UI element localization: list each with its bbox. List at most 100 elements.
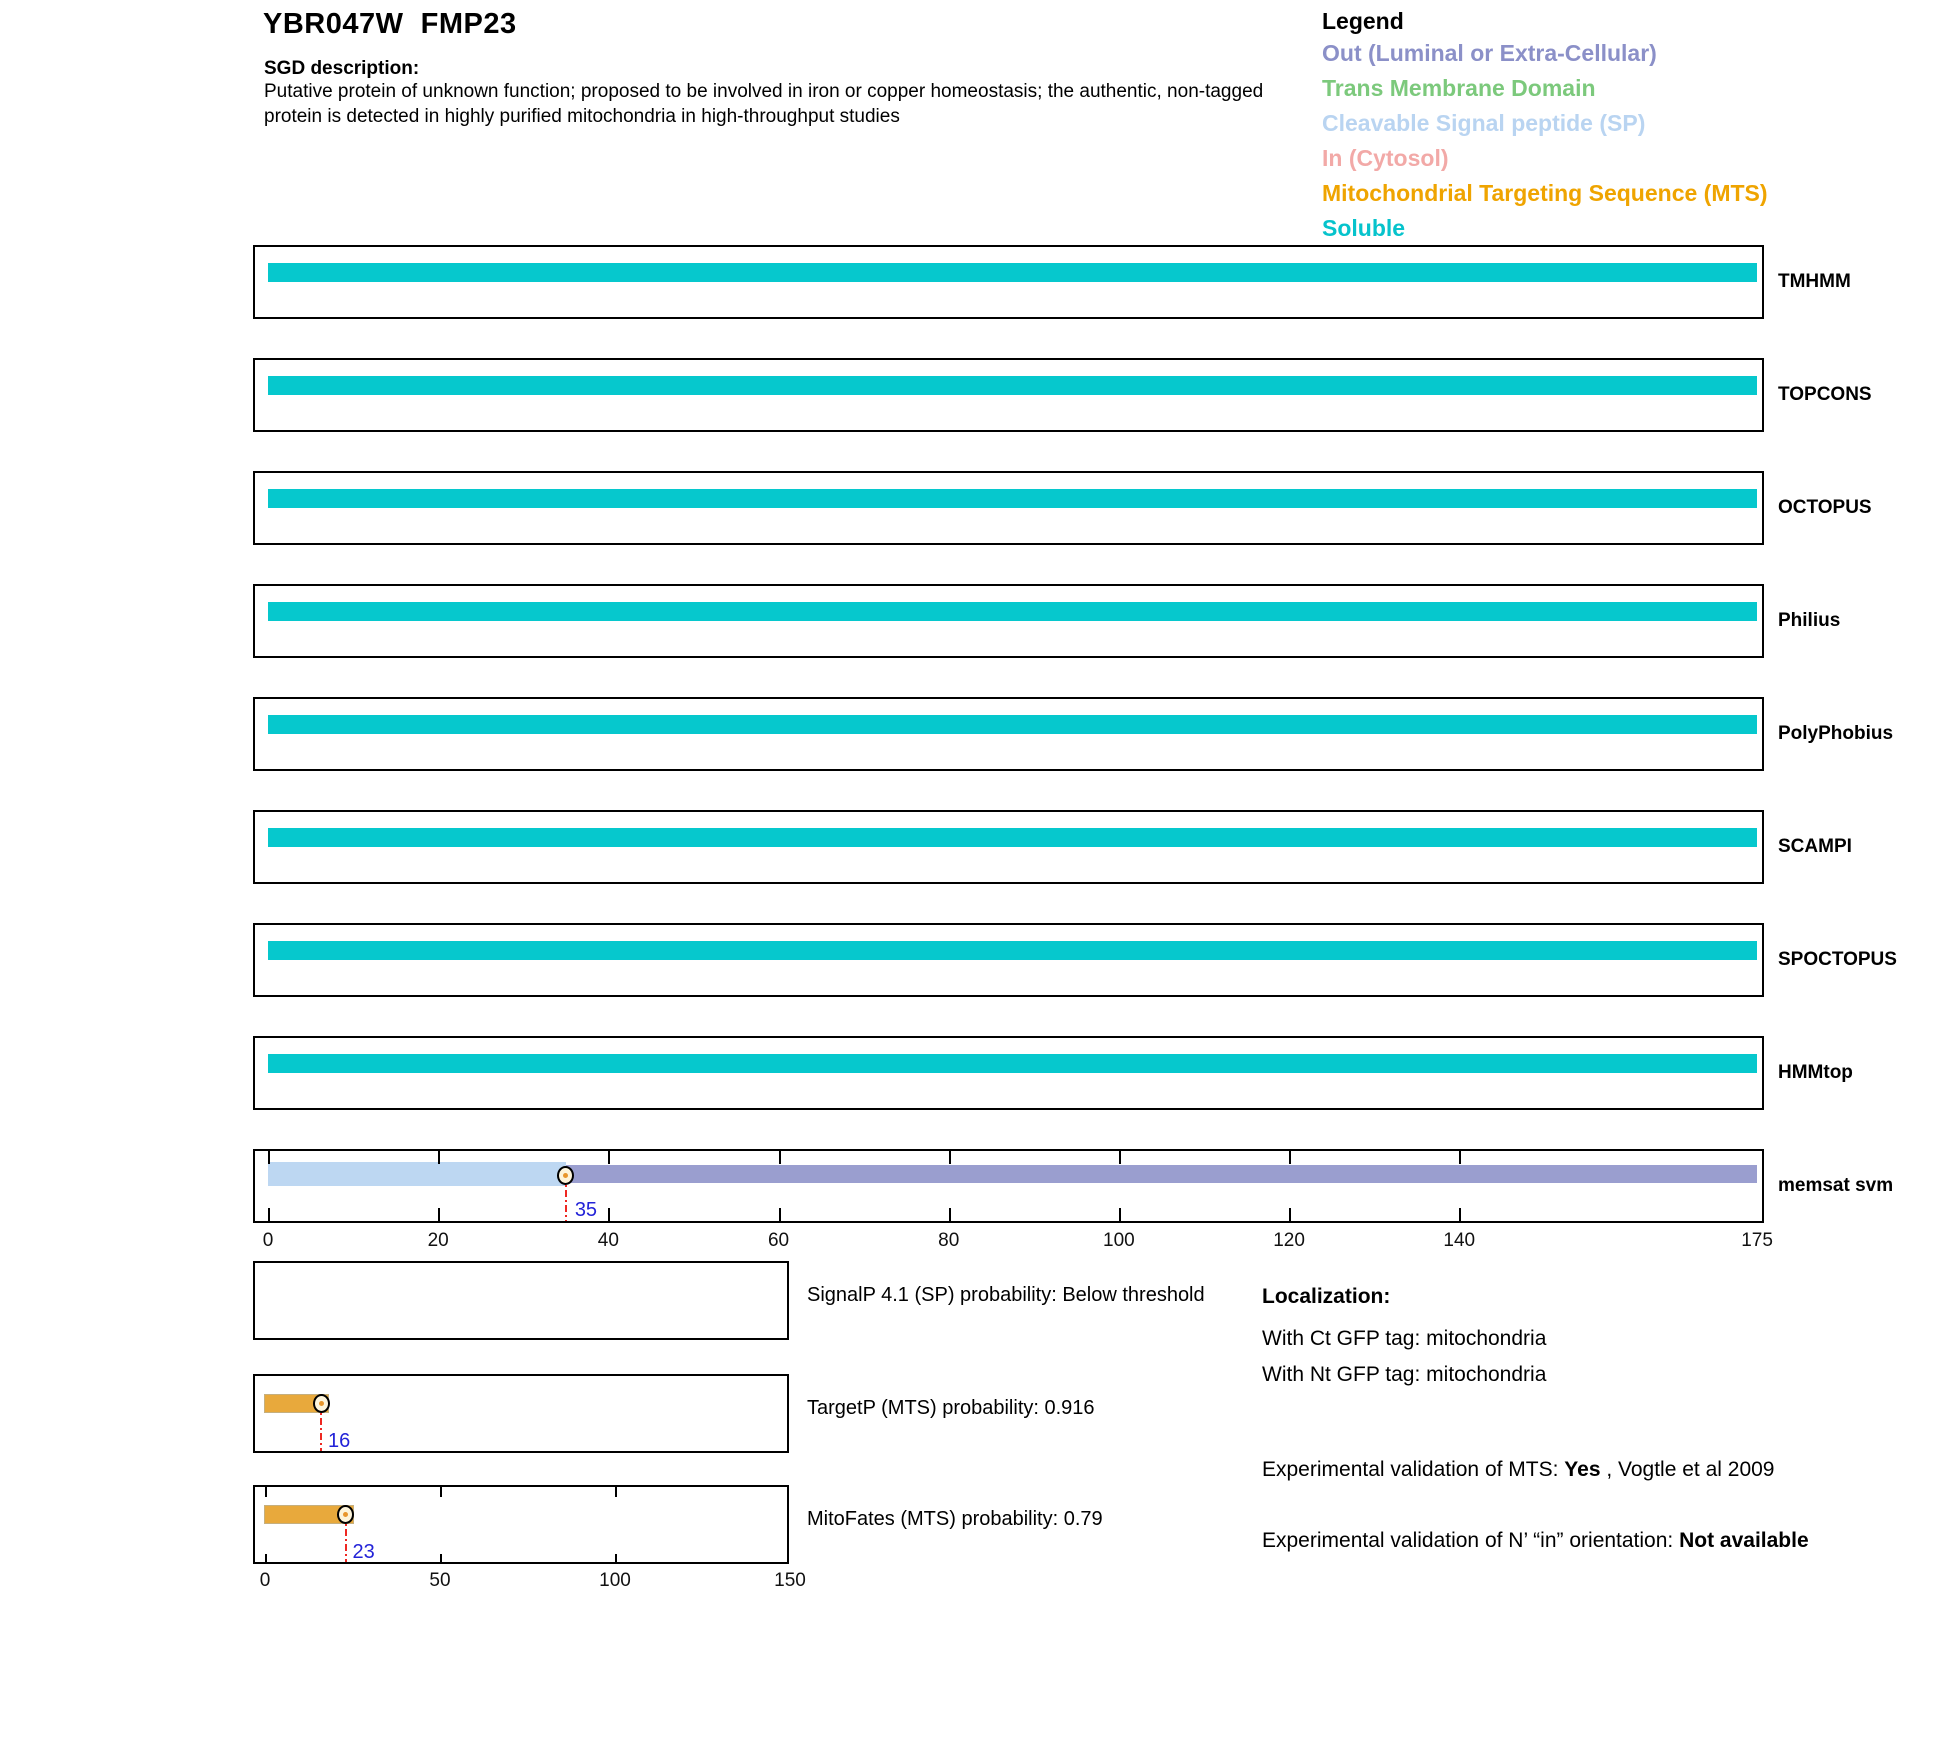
prob-caption: TargetP (MTS) probability: 0.916: [807, 1397, 1095, 1419]
axis-tick-label: 150: [774, 1570, 806, 1591]
track-label: OCTOPUS: [1778, 497, 1872, 518]
localization-heading: Localization:: [1262, 1285, 1391, 1308]
axis-tick: [265, 1554, 267, 1562]
prob-box: 23: [253, 1485, 789, 1564]
axis-tick: [268, 1151, 270, 1164]
topology-segment: [565, 1165, 1758, 1183]
axis-tick: [778, 1151, 781, 1164]
cleavage-marker-icon: [312, 1393, 330, 1413]
track-box: [253, 923, 1764, 997]
axis-tick-label: 40: [597, 1230, 619, 1251]
topology-segment: [268, 715, 1758, 734]
prob-caption: MitoFates (MTS) probability: 0.79: [807, 1508, 1103, 1530]
track-label: HMMtop: [1778, 1062, 1853, 1083]
axis-tick-label: 50: [429, 1570, 451, 1591]
orientation-validation-answer: Not available: [1679, 1529, 1809, 1552]
axis-tick: [440, 1554, 442, 1562]
track-box: [253, 358, 1764, 432]
marker-center-dot: [318, 1400, 324, 1406]
axis-tick: [1289, 1208, 1292, 1221]
marker-center-dot: [563, 1172, 569, 1178]
track-box: [253, 584, 1764, 658]
axis-tick: [1459, 1151, 1462, 1164]
legend-item: Cleavable Signal peptide (SP): [1322, 110, 1646, 136]
axis-tick: [440, 1487, 442, 1497]
mts-validation-line: Experimental validation of MTS: Yes , Vo…: [1262, 1457, 1774, 1483]
track-box: [253, 471, 1764, 545]
topology-segment: [268, 828, 1758, 847]
track-label: PolyPhobius: [1778, 723, 1894, 744]
cleavage-line: [344, 1514, 347, 1562]
mts-segment: [265, 1506, 353, 1523]
prob-box: [253, 1261, 789, 1340]
axis-tick-label: 0: [259, 1570, 271, 1591]
track-label: Philius: [1778, 610, 1841, 631]
prob-caption: SignalP 4.1 (SP) probability: Below thre…: [807, 1284, 1205, 1306]
axis-tick: [778, 1208, 781, 1221]
axis-tick: [1459, 1208, 1462, 1221]
mts-validation-reference: , Vogtle et al 2009: [1600, 1458, 1775, 1481]
legend-item: Soluble: [1322, 215, 1406, 241]
legend-item: Trans Membrane Domain: [1322, 75, 1596, 101]
axis-tick-label: 100: [1103, 1230, 1135, 1251]
track-label: SCAMPI: [1778, 836, 1852, 857]
sgd-description-label: SGD description:: [264, 58, 420, 79]
axis-tick-label: 100: [599, 1570, 631, 1591]
axis-tick-label: 20: [427, 1230, 449, 1251]
topology-segment: [268, 602, 1758, 621]
track-label: SPOCTOPUS: [1778, 949, 1897, 970]
axis-tick-label: 120: [1273, 1230, 1305, 1251]
mts-validation-answer: Yes: [1564, 1458, 1601, 1481]
axis-tick: [608, 1208, 611, 1221]
axis-tick: [1289, 1151, 1292, 1164]
cleavage-position-label: 16: [328, 1430, 351, 1452]
axis-tick-label: 80: [938, 1230, 960, 1251]
axis-tick: [265, 1487, 267, 1497]
track-box: [253, 810, 1764, 884]
axis-tick-label: 175: [1741, 1230, 1773, 1251]
track-label: TMHMM: [1778, 271, 1851, 292]
axis-tick: [948, 1151, 951, 1164]
localization-nt-line: With Nt GFP tag: mitochondria: [1262, 1363, 1547, 1386]
track-box: [253, 245, 1764, 319]
legend-item: In (Cytosol): [1322, 145, 1449, 171]
axis-tick: [1118, 1151, 1121, 1164]
cleavage-marker-icon: [337, 1504, 354, 1524]
legend: Legend Out (Luminal or Extra-Cellular) Tr…: [1322, 6, 1768, 246]
axis-tick: [1118, 1208, 1121, 1221]
cleavage-position-label: 23: [352, 1541, 375, 1563]
sgd-description-text: Putative protein of unknown function; pr…: [264, 81, 1264, 127]
axis-tick: [438, 1208, 441, 1221]
axis-tick-label: 140: [1443, 1230, 1476, 1251]
cleavage-line: [564, 1175, 567, 1221]
legend-item: Mitochondrial Targeting Sequence (MTS): [1322, 180, 1768, 206]
axis-tick-label: 60: [767, 1230, 790, 1251]
track-box: 35: [253, 1149, 1764, 1223]
boundary-position-label: 35: [574, 1199, 598, 1221]
topology-segment: [268, 941, 1758, 960]
axis-tick: [615, 1487, 617, 1497]
orientation-validation-prefix: Experimental validation of N’ “in” orien…: [1262, 1529, 1680, 1552]
axis-tick: [608, 1151, 611, 1164]
page-title: YBR047W FMP23: [263, 8, 517, 40]
track-label: memsat svm: [1778, 1175, 1894, 1196]
axis-tick: [948, 1208, 951, 1221]
topology-segment: [268, 1162, 566, 1186]
axis-tick: [438, 1151, 441, 1164]
legend-title: Legend: [1322, 8, 1404, 34]
axis-tick-label: 0: [262, 1230, 274, 1251]
cleavage-line: [320, 1403, 322, 1451]
boundary-marker-icon: [557, 1165, 575, 1185]
localization-ct-line: With Ct GFP tag: mitochondria: [1262, 1327, 1547, 1350]
topology-segment: [268, 489, 1758, 508]
axis-tick: [268, 1208, 270, 1221]
track-box: [253, 697, 1764, 771]
track-box: [253, 1036, 1764, 1110]
orientation-validation-line: Experimental validation of N’ “in” orien…: [1262, 1524, 1822, 1557]
topology-segment: [268, 263, 1758, 282]
mts-segment: [265, 1395, 328, 1412]
marker-center-dot: [343, 1511, 348, 1517]
legend-items: Out (Luminal or Extra-Cellular) Trans Mem…: [1322, 36, 1768, 246]
mts-validation-prefix: Experimental validation of MTS:: [1262, 1458, 1565, 1481]
track-label: TOPCONS: [1778, 384, 1872, 405]
